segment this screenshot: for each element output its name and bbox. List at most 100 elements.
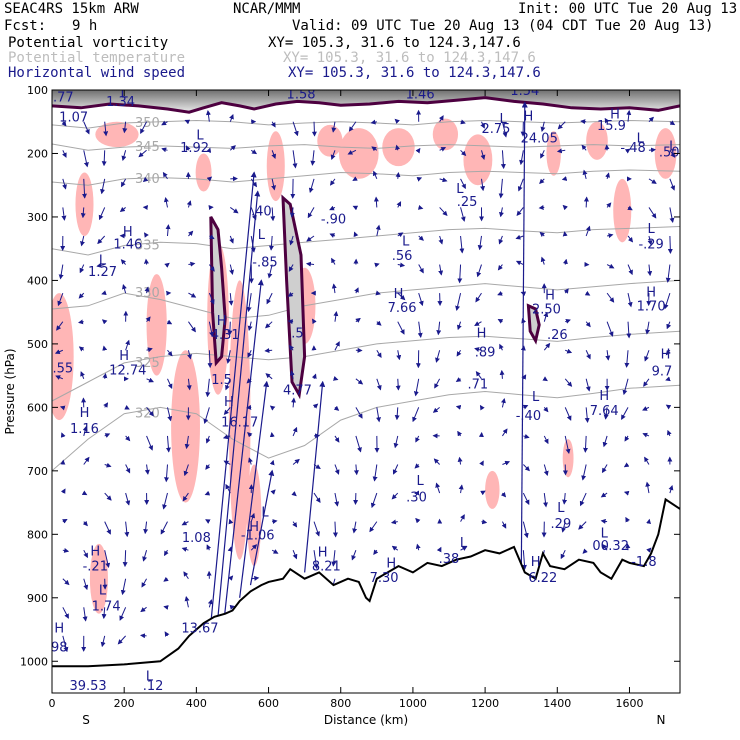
wind-vector <box>623 462 630 468</box>
wind-vector <box>208 321 214 338</box>
wind-vector <box>625 516 630 523</box>
wind-vector <box>643 378 650 387</box>
hl-label: 39.53 <box>69 679 106 694</box>
wind-vector <box>121 178 127 188</box>
wind-vector <box>162 492 168 510</box>
wind-vector <box>622 378 629 396</box>
hl-label: .25 <box>457 195 478 210</box>
pv-contour <box>281 194 307 400</box>
wind-vector <box>418 264 424 274</box>
wind-vector <box>250 149 258 155</box>
wind-vector <box>606 321 614 337</box>
wind-vector <box>347 149 357 155</box>
wind-vector <box>456 321 462 331</box>
wind-vector <box>97 235 106 245</box>
wind-vector <box>543 406 549 413</box>
wind-vector <box>265 321 273 329</box>
wind-vector <box>184 435 190 450</box>
field-pv-name: Potential vorticity <box>8 35 169 51</box>
wind-vector <box>415 147 421 154</box>
wind-vector <box>138 149 147 158</box>
wind-vector <box>270 207 276 222</box>
wind-vector <box>456 349 462 357</box>
wind-vector <box>207 599 213 608</box>
wind-vector <box>352 176 358 181</box>
wind-vector <box>292 458 300 465</box>
wind-vector <box>100 178 106 195</box>
wind-vector <box>83 549 88 559</box>
wind-vector <box>305 261 315 267</box>
wind-vector <box>522 521 529 539</box>
wind-vector <box>143 232 149 238</box>
isentrope-330 <box>52 279 680 320</box>
wind-vector <box>119 607 127 621</box>
wind-vector <box>268 235 274 251</box>
org-name: NCAR/MMM <box>233 1 301 17</box>
wind-vector <box>626 109 632 122</box>
wind-vector <box>669 120 676 126</box>
wind-vector <box>397 292 406 301</box>
isentrope-label: 340 <box>135 172 160 187</box>
wind-vector <box>185 145 191 151</box>
wind-vector <box>186 378 192 391</box>
wind-vector <box>164 549 169 557</box>
valid-time: Valid: 09 UTC Tue 20 Aug 13 (04 CDT Tue … <box>292 18 714 34</box>
hl-label: 8.21 <box>312 559 341 574</box>
hl-label: .30 <box>406 490 427 505</box>
wind-vector <box>313 492 321 503</box>
pv-positive-region <box>338 128 379 179</box>
pv-positive-region <box>485 470 500 509</box>
hl-label: L <box>417 474 425 489</box>
hl-label: 6.22 <box>528 571 557 586</box>
wind-vector <box>117 635 126 645</box>
wind-vector <box>181 520 189 526</box>
wind-vector <box>582 548 588 554</box>
wind-vector <box>287 291 294 297</box>
wind-vector <box>289 344 295 351</box>
wind-vector <box>434 378 441 389</box>
wind-vector <box>140 121 148 135</box>
hl-label: H <box>394 287 404 302</box>
wind-vector <box>146 407 154 417</box>
wind-vector <box>62 607 69 619</box>
wind-vector <box>291 491 297 497</box>
pv-positive-region <box>228 280 251 560</box>
wind-vector <box>667 235 673 254</box>
wind-vector <box>563 288 569 294</box>
hl-label: 1.5 <box>211 373 232 388</box>
wind-vector <box>165 435 171 453</box>
hl-label: L <box>669 139 677 154</box>
wind-vector <box>393 435 399 449</box>
hl-label: .12 <box>143 679 164 694</box>
wind-vector <box>62 548 70 553</box>
wind-vector <box>390 519 398 525</box>
forecast-label: Fcst: <box>4 18 47 34</box>
wind-vector <box>582 169 588 179</box>
hl-label: 12.74 <box>109 363 146 378</box>
wind-vector <box>161 120 168 126</box>
wind-vector <box>250 178 257 188</box>
wind-vector <box>543 492 548 508</box>
wind-vector <box>556 148 566 154</box>
hl-label: -1.8 <box>631 555 656 570</box>
wind-vector <box>355 407 363 419</box>
wind-vector <box>627 205 633 211</box>
wind-vector <box>517 178 524 192</box>
wind-vector <box>144 464 150 475</box>
wind-vector <box>601 464 608 474</box>
wind-vector <box>203 407 210 424</box>
wind-vector <box>183 571 189 580</box>
wind-vector <box>355 317 361 323</box>
pv-contour <box>526 303 541 345</box>
isentrope-label: 345 <box>135 140 160 155</box>
wind-vector <box>146 347 153 353</box>
wind-vector <box>501 121 508 138</box>
wind-vector <box>522 404 529 410</box>
wind-vector <box>480 121 485 129</box>
wind-vector <box>204 490 211 496</box>
wind-vector <box>604 117 610 124</box>
wind-vector <box>627 235 634 243</box>
wind-vector <box>292 549 298 560</box>
wind-vector <box>585 378 591 392</box>
wind-vector <box>188 261 196 267</box>
